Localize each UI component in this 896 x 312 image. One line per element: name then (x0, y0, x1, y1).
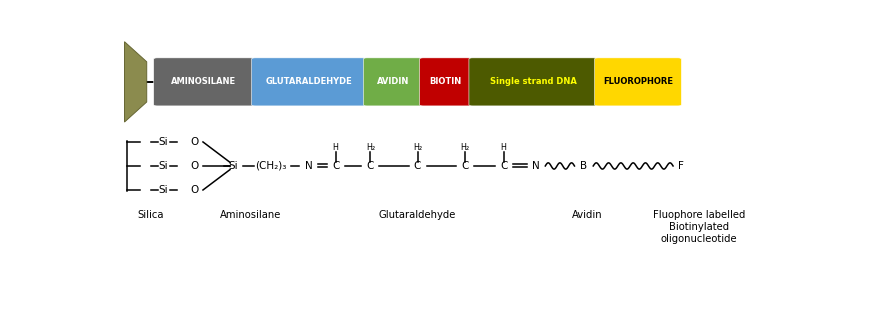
FancyBboxPatch shape (419, 58, 471, 106)
FancyBboxPatch shape (469, 58, 598, 106)
Text: C: C (332, 161, 340, 171)
FancyBboxPatch shape (154, 58, 254, 106)
Text: B: B (580, 161, 587, 171)
Text: GLUTARALDEHYDE: GLUTARALDEHYDE (265, 77, 352, 86)
Text: AVIDIN: AVIDIN (376, 77, 409, 86)
Text: Si: Si (159, 185, 168, 195)
Text: O: O (191, 185, 199, 195)
Text: H₂: H₂ (461, 144, 470, 153)
Text: N: N (305, 161, 313, 171)
Text: Si: Si (159, 161, 168, 171)
Text: C: C (366, 161, 374, 171)
Text: C: C (500, 161, 507, 171)
Text: BIOTIN: BIOTIN (429, 77, 461, 86)
FancyBboxPatch shape (252, 58, 366, 106)
Polygon shape (125, 42, 147, 122)
Text: FLUOROPHORE: FLUOROPHORE (603, 77, 673, 86)
Text: C: C (414, 161, 421, 171)
Text: H: H (332, 144, 339, 153)
Text: Aminosilane: Aminosilane (220, 210, 281, 220)
Text: Si: Si (159, 137, 168, 147)
Text: C: C (461, 161, 469, 171)
Text: H: H (501, 144, 506, 153)
Text: N: N (531, 161, 539, 171)
Text: Silica: Silica (137, 210, 163, 220)
Text: Fluophore labelled
Biotinylated
oligonucleotide: Fluophore labelled Biotinylated oligonuc… (652, 210, 745, 244)
Text: AMINOSILANE: AMINOSILANE (171, 77, 237, 86)
Text: O: O (191, 137, 199, 147)
FancyBboxPatch shape (595, 58, 681, 106)
Text: Glutaraldehyde: Glutaraldehyde (379, 210, 456, 220)
Text: H₂: H₂ (366, 144, 375, 153)
Text: (CH₂)₃: (CH₂)₃ (254, 161, 286, 171)
Text: Single strand DNA: Single strand DNA (490, 77, 577, 86)
Text: Avidin: Avidin (573, 210, 603, 220)
Text: F: F (678, 161, 685, 171)
Text: Si: Si (228, 161, 238, 171)
Text: H₂: H₂ (413, 144, 422, 153)
FancyBboxPatch shape (364, 58, 422, 106)
Text: O: O (191, 161, 199, 171)
